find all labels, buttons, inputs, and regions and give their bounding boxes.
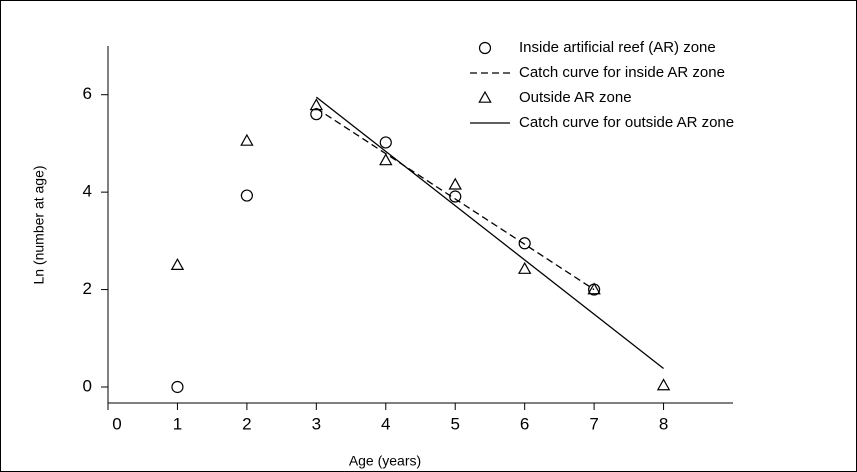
legend-label: Catch curve for inside AR zone: [519, 64, 725, 81]
point: [517, 261, 532, 274]
point: [449, 190, 462, 203]
legend-label: Outside AR zone: [519, 89, 632, 106]
fit-line: [315, 107, 595, 291]
point: [518, 237, 531, 250]
point: [587, 282, 601, 295]
y-tick-label: 2: [83, 279, 92, 298]
point: [240, 189, 253, 202]
point: [379, 136, 392, 149]
legend-swatch: [478, 90, 492, 103]
x-tick-label: 7: [589, 414, 598, 433]
legend-label: Catch curve for outside AR zone: [519, 114, 734, 131]
point: [240, 133, 254, 146]
x-tick-label: 5: [450, 414, 459, 433]
point: [656, 378, 671, 391]
point: [379, 153, 393, 166]
point: [170, 257, 185, 271]
y-tick-label: 6: [83, 84, 92, 103]
y-axis-label: Ln (number at age): [31, 165, 47, 284]
x-tick-label: 0: [112, 414, 121, 433]
x-axis-label: Age (years): [349, 453, 421, 469]
x-tick-label: 2: [242, 414, 251, 433]
legend-swatch: [478, 41, 492, 55]
y-tick-label: 4: [83, 182, 92, 201]
point: [448, 177, 462, 190]
legend-label: Inside artificial reef (AR) zone: [519, 39, 716, 56]
x-tick-label: 4: [381, 414, 390, 433]
x-tick-label: 1: [173, 414, 182, 433]
fit-line: [315, 96, 664, 369]
x-tick-label: 6: [520, 414, 529, 433]
point: [309, 98, 324, 111]
x-tick-label: 8: [659, 414, 668, 433]
x-tick-label: 3: [312, 414, 321, 433]
point: [171, 380, 184, 394]
y-tick-label: 0: [83, 376, 92, 395]
